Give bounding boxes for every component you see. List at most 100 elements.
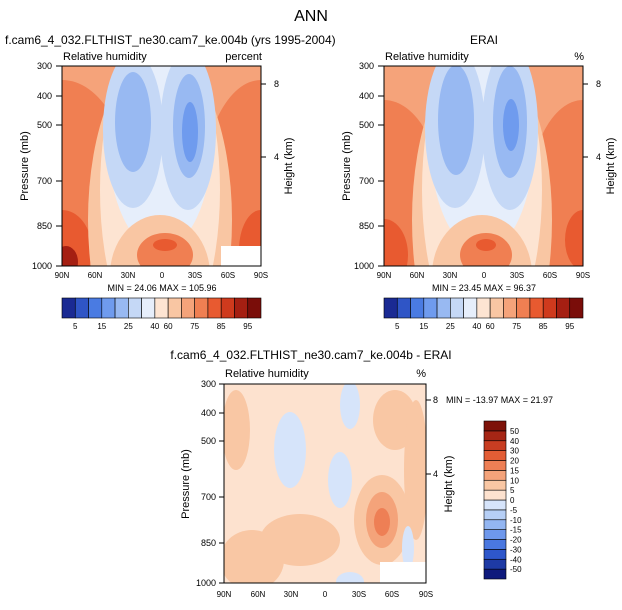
x-tick-label: 30S	[352, 590, 366, 599]
colorbar-model-swatch	[220, 297, 235, 319]
panel-erai: ERAI Relative humidity % 300 400 500	[341, 33, 617, 331]
colorbar-diff-swatch	[483, 558, 507, 570]
colorbar-model-swatch	[234, 297, 249, 319]
panel-diff-ylabel-right: Height (km)	[443, 456, 455, 513]
colorbar-diff-swatch	[483, 539, 507, 550]
colorbar-erai-swatch	[569, 297, 584, 319]
panel-diff-ylabel: Pressure (mb)	[180, 449, 192, 519]
y-tick-label: 850	[37, 221, 52, 231]
panel-diff-x-ticks: 90N 60N 30N 0 30S 60S 90S	[217, 590, 433, 599]
colorbar-diff-swatch	[483, 529, 507, 540]
colorbar-erai-swatch	[516, 297, 531, 319]
colorbar-diff-label: 30	[510, 447, 519, 456]
colorbar-diff-label: 40	[510, 437, 519, 446]
colorbar-model-label: 15	[97, 322, 106, 331]
panel-diff-subtitle-right: %	[416, 368, 426, 380]
colorbar-erai-swatch	[463, 297, 478, 319]
y-tick-label: 500	[201, 436, 216, 446]
y-tick-label: 850	[359, 221, 374, 231]
x-tick-label: 30N	[284, 590, 299, 599]
colorbar-diff-swatch	[483, 489, 507, 501]
panel-diff-stats: MIN = -13.97 MAX = 21.97	[446, 395, 553, 405]
colorbar-diff-label: -10	[510, 516, 522, 525]
colorbar-erai-label: 15	[419, 322, 428, 331]
colorbar-diff-label: -15	[510, 526, 522, 535]
colorbar-erai-label: 5	[395, 322, 400, 331]
colorbar-model-label: 40	[150, 322, 159, 331]
colorbar-erai-swatch	[436, 297, 451, 319]
colorbar-erai-swatch	[423, 297, 438, 319]
y-tick-right-label: 4	[274, 152, 279, 162]
colorbar-erai-swatch	[489, 297, 504, 319]
panel-diff-subtitle-left: Relative humidity	[225, 368, 309, 380]
colorbar-erai-label: 25	[446, 322, 455, 331]
y-tick-label: 300	[37, 61, 52, 71]
colorbar-model-swatch	[128, 297, 142, 319]
panel-model-stats: MIN = 24.06 MAX = 105.96	[107, 283, 216, 293]
x-tick-label: 30N	[121, 271, 136, 280]
colorbar-erai-swatch	[556, 297, 571, 319]
x-tick-label: 60N	[410, 271, 425, 280]
x-tick-label: 30N	[443, 271, 458, 280]
colorbar-model-swatch	[114, 297, 129, 319]
colorbar-erai-swatch	[396, 297, 411, 319]
colorbar-model-swatch	[141, 297, 156, 319]
colorbar-model-label: 25	[124, 322, 133, 331]
colorbar-diff-swatch	[483, 519, 507, 530]
colorbar-erai-label: 95	[565, 322, 574, 331]
x-tick-label: 60N	[88, 271, 103, 280]
panel-diff: f.cam6_4_032.FLTHIST_ne30.cam7_ke.004b -…	[170, 348, 553, 599]
y-tick-label: 500	[37, 120, 52, 130]
panel-model-ylabel-right: Height (km)	[283, 138, 295, 195]
colorbar-model-label: 85	[217, 322, 226, 331]
x-tick-label: 90N	[217, 590, 232, 599]
colorbar-diff-swatch	[483, 499, 507, 511]
x-tick-label: 0	[160, 271, 165, 280]
panel-model-colorbar: 5 15 25 40 60 75 85 95	[61, 297, 262, 331]
x-tick-label: 60S	[385, 590, 399, 599]
y-tick-label: 1000	[196, 578, 216, 588]
panel-erai-subtitle-left: Relative humidity	[385, 51, 469, 63]
colorbar-model-swatch	[154, 297, 169, 319]
colorbar-model-swatch	[88, 297, 103, 319]
x-tick-label: 90S	[419, 590, 433, 599]
y-tick-label: 400	[201, 408, 216, 418]
y-tick-right-label: 4	[596, 152, 601, 162]
panel-model-subtitle-right: percent	[225, 51, 262, 63]
panel-erai-x-ticks: 90N 60N 30N 0 30S 60S 90S	[377, 271, 590, 280]
colorbar-diff-label: 20	[510, 457, 519, 466]
colorbar-diff-swatch	[483, 460, 507, 471]
panel-model-y-ticks: 300 400 500 700 850 1000	[32, 61, 52, 271]
colorbar-diff-label: -30	[510, 545, 522, 554]
x-tick-label: 90N	[377, 271, 392, 280]
colorbar-diff-label: 0	[510, 496, 515, 505]
colorbar-diff-swatch	[483, 430, 507, 442]
colorbar-erai-swatch	[476, 297, 491, 319]
x-tick-label: 60S	[543, 271, 557, 280]
y-tick-label: 300	[201, 379, 216, 389]
colorbar-diff-label: 10	[510, 476, 519, 485]
panel-model-x-ticks: 90N 60N 30N 0 30S 60S 90S	[55, 271, 268, 280]
panel-erai-title: ERAI	[470, 33, 498, 47]
colorbar-erai-swatch	[503, 297, 517, 319]
x-tick-label: 0	[482, 271, 487, 280]
colorbar-model-swatch	[74, 297, 89, 319]
colorbar-model-swatch	[181, 297, 195, 319]
x-tick-label: 90S	[254, 271, 268, 280]
y-tick-right-label: 4	[433, 469, 438, 479]
panel-diff-y-ticks: 300 400 500 700 850 1000	[196, 379, 216, 588]
colorbar-diff-swatch	[483, 440, 507, 451]
y-tick-right-label: 8	[433, 395, 438, 405]
colorbar-erai-swatch	[383, 297, 398, 319]
colorbar-model-label: 60	[164, 322, 173, 331]
y-tick-label: 1000	[32, 261, 52, 271]
colorbar-diff-swatch	[483, 509, 507, 521]
colorbar-model-swatch	[101, 297, 116, 319]
colorbar-diff-swatch	[483, 568, 507, 580]
colorbar-erai-swatch	[410, 297, 425, 319]
y-tick-label: 400	[359, 91, 374, 101]
colorbar-model-label: 75	[190, 322, 199, 331]
colorbar-model-swatch	[207, 297, 222, 319]
y-tick-label: 850	[201, 538, 216, 548]
